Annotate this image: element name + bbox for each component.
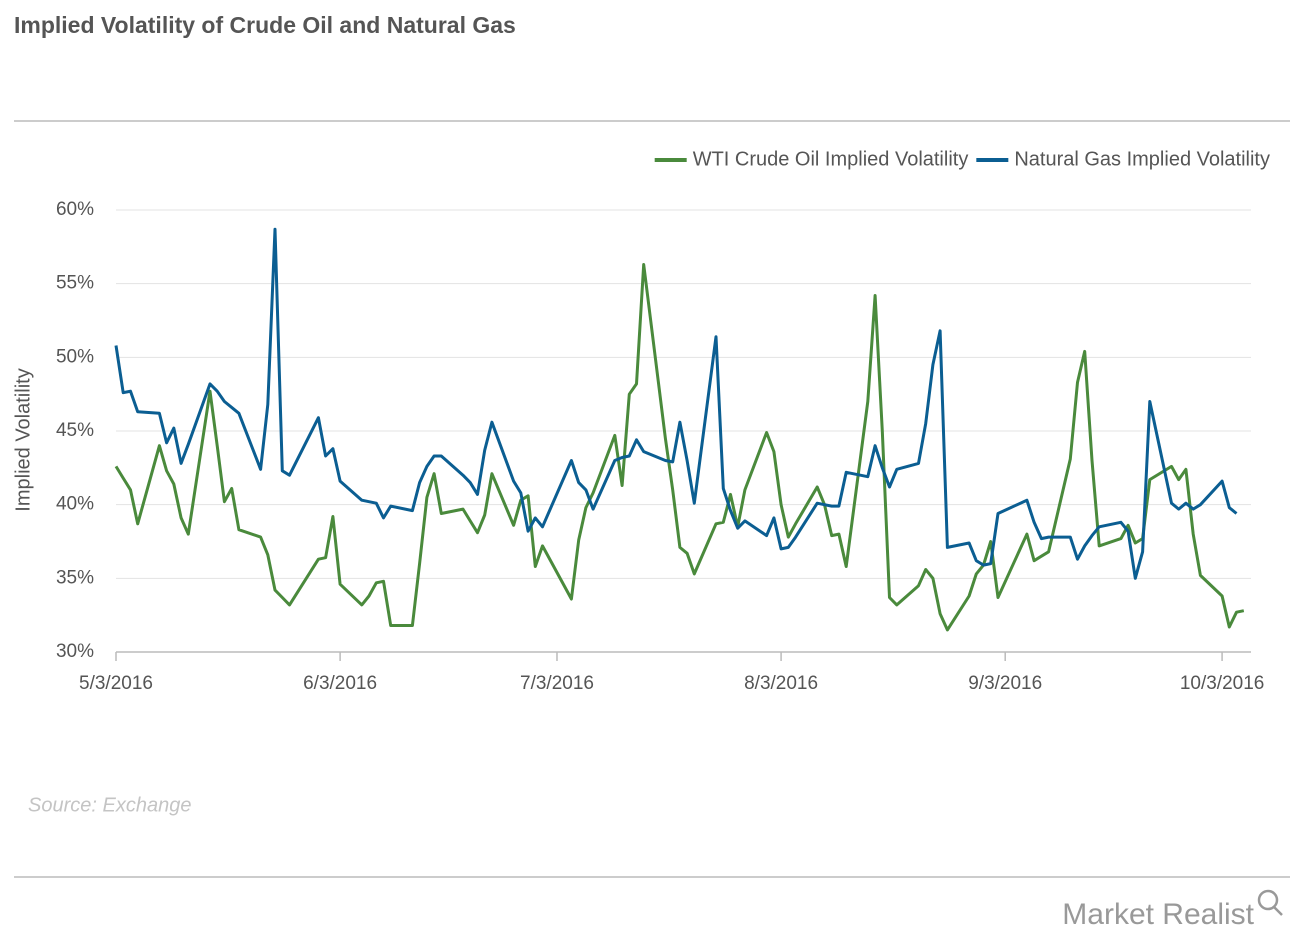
brand: Market Realist [1062,898,1254,931]
x-tick-label: 8/3/2016 [744,673,818,694]
y-tick-label: 35% [56,567,94,588]
y-tick-label: 50% [56,346,94,367]
x-tick-label: 5/3/2016 [79,673,153,694]
y-tick-label: 40% [56,494,94,515]
y-tick-label: 60% [56,199,94,220]
x-tick-label: 9/3/2016 [968,673,1042,694]
chart-title: Implied Volatility of Crude Oil and Natu… [14,12,516,38]
series-line [114,263,1245,632]
y-tick-label: 45% [56,420,94,441]
brand-icon [1257,889,1283,916]
series-line [114,227,1238,580]
source: Source: Exchange [28,794,191,816]
y-axis-label: Implied Volatility [12,368,34,511]
x-tick-label: 6/3/2016 [303,673,377,694]
legend-label: Natural Gas Implied Volatility [1014,148,1270,170]
x-tick-label: 7/3/2016 [520,673,594,694]
y-tick-label: 30% [56,641,94,662]
y-tick-label: 55% [56,273,94,294]
legend-label: WTI Crude Oil Implied Volatility [693,148,969,170]
x-tick-label: 10/3/2016 [1180,673,1265,694]
